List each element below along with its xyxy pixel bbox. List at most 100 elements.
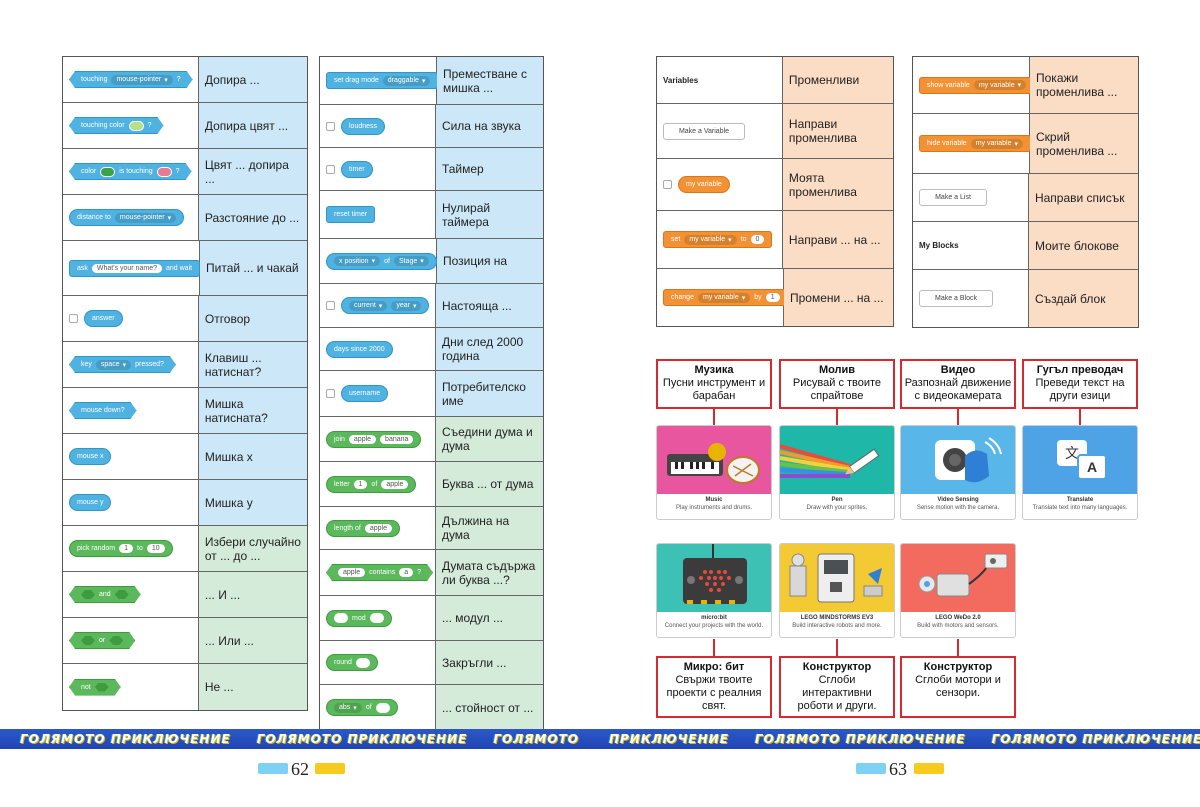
row-label: Мишка x [198,434,307,479]
checkbox[interactable] [69,314,78,323]
checkbox[interactable] [326,301,335,310]
abs-of-block[interactable]: absof [326,699,398,716]
current-block[interactable]: currentyear [341,297,430,314]
row-label: Клавиш ... натиснат? [198,342,307,387]
video-sensing-extension-card[interactable]: Video Sensing Sense motion with the came… [900,425,1016,520]
hide-variable-block[interactable]: hide variable my variable [919,135,1032,152]
loudness-block[interactable]: loudness [341,117,386,135]
row-label: Отговор [198,296,307,341]
table-row: Make a Block Създай блок [913,270,1138,327]
music-label: Музика Пусни инструмент и барабан [656,359,772,409]
my-blocks-heading: My Blocks [919,241,959,250]
row-label: Избери случайно от ... до ... [198,526,307,571]
row-label: Мишка натисната? [198,388,307,433]
reset-timer-block[interactable]: reset timer [326,206,376,223]
or-block[interactable]: or [69,632,135,649]
username-block[interactable]: username [341,385,389,402]
tape-decoration [315,763,345,774]
contains-block[interactable]: apple contains a? [326,564,433,581]
mouse-y-block[interactable]: mouse y [69,494,112,511]
row-label: Питай ... и чакай [200,241,307,295]
position-of-block[interactable]: x positionofStage [326,252,437,270]
card-title: LEGO MINDSTORMS EV3 [800,615,874,621]
letter-of-block[interactable]: letter 1 of apple [326,475,417,493]
table-row: mod ... модул ... [320,596,543,641]
checkbox[interactable] [326,164,335,174]
show-variable-block[interactable]: show variable my variable [919,76,1035,94]
table-row: loudness Сила на звука [320,105,543,148]
table-row: absof ... стойност от ... [320,685,543,730]
distance-to-block[interactable]: distance to mouse-pointer [69,209,185,226]
timer-block[interactable]: timer [341,160,373,178]
set-drag-mode-block[interactable]: set drag mode draggable [326,72,439,89]
mod-block[interactable]: mod [326,609,392,627]
table-row: letter 1 of apple Буква ... от дума [320,462,543,507]
table-row: ask What's your name? and wait Питай ... и… [63,241,307,296]
make-a-list-button[interactable]: Make a List [919,189,987,206]
table-row: timer Таймер [320,148,543,191]
my-variable-block[interactable]: my variable [678,176,730,193]
join-block[interactable]: join apple banana [326,430,422,448]
checkbox[interactable] [326,121,335,131]
card-title: Music [705,497,723,503]
microbit-extension-card[interactable]: micro:bit Connect your projects with the… [656,543,772,638]
table-row: currentyear Настояща ... [320,284,543,328]
row-label: Съедини дума и дума [435,417,543,461]
answer-block[interactable]: answer [84,310,123,327]
row-label: Създай блок [1028,270,1138,327]
checkbox[interactable] [663,180,672,189]
ev3-brick-icon [789,553,883,603]
variables-heading: Variables [663,75,699,85]
lego-mindstorms-extension-card[interactable]: LEGO MINDSTORMS EV3 Build interactive ro… [779,543,895,638]
camera-hand-icon [935,437,1002,483]
table-row: Make a Variable Направи променлива [657,104,893,159]
row-label: Не ... [198,664,307,710]
checkbox[interactable] [326,389,335,398]
row-label: Таймер [435,148,543,190]
mouse-x-block[interactable]: mouse x [69,448,112,465]
and-block[interactable]: and [69,586,141,603]
make-a-variable-button[interactable]: Make a Variable [663,122,745,140]
mouse-down-block[interactable]: mouse down? [69,402,137,419]
translate-extension-card[interactable]: 文 A Translate Translate text into many l… [1022,425,1138,520]
row-label: ... стойност от ... [435,685,543,730]
make-a-block-button[interactable]: Make a Block [919,290,993,307]
table-row: mouse y Мишка y [63,480,307,526]
touching-color-block[interactable]: touching color? [69,117,164,134]
pen-extension-card[interactable]: Pen Draw with your sprites. [779,425,895,520]
length-of-block[interactable]: length of apple [326,519,400,537]
days-since-2000-block[interactable]: days since 2000 [326,340,393,358]
pick-random-block[interactable]: pick random 1 to 10 [69,540,173,557]
key-pressed-block[interactable]: keyspacepressed? [69,356,176,373]
table-row: length of apple Дължина на дума [320,507,543,550]
ask-and-wait-block[interactable]: ask What's your name? and wait [69,259,201,277]
round-block[interactable]: round [326,654,378,671]
table-row: Make a List Направи списък [913,174,1138,222]
music-extension-card[interactable]: Music Play instruments and drums. [656,425,772,520]
card-description: Connect your projects with the world. [664,623,764,629]
row-label: Направи ... на ... [782,211,893,268]
row-label: Цвят ... допира ... [198,149,307,194]
row-label: Дни след 2000 година [435,328,543,370]
card-description: Build interactive robots and more. [792,623,882,629]
row-label: Дължина на дума [435,507,543,549]
lego-wedo-extension-card[interactable]: LEGO WeDo 2.0 Build with motors and sens… [900,543,1016,638]
table-row: answer Отговор [63,296,307,342]
card-title: Pen [831,497,843,503]
not-block[interactable]: not [69,679,121,696]
table-row: not Не ... [63,664,307,710]
color-touching-block[interactable]: color is touching? [69,163,192,180]
card-description: Play instruments and drums. [675,505,753,511]
row-label: ... модул ... [435,596,543,640]
